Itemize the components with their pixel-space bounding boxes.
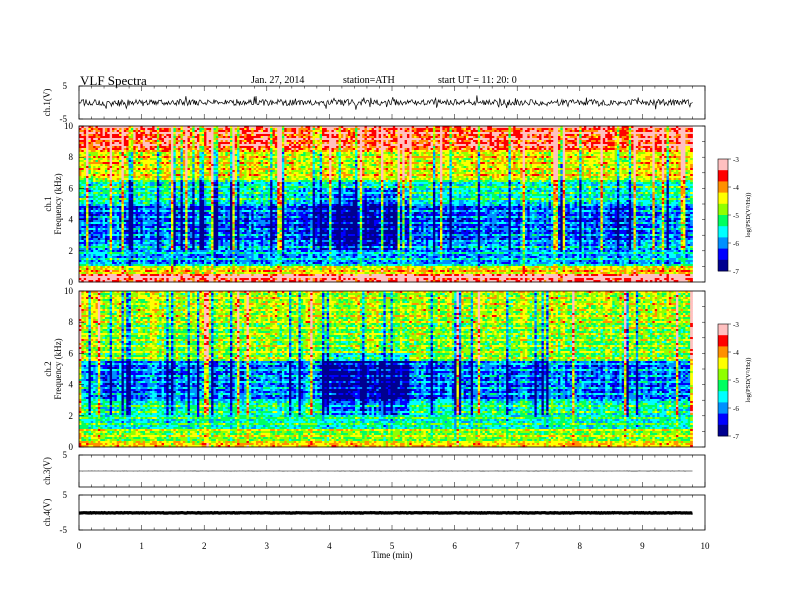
time-tick-label: 4 [327, 541, 332, 551]
ch4-waveform-ylabel: ch.4(V) [42, 499, 52, 527]
ch1-spectrogram-ytick-label: 8 [69, 152, 74, 162]
ch2-spectrogram-channel-label: ch.2 [43, 361, 53, 376]
ch2-spectrogram-ytick-label: 6 [69, 348, 74, 358]
ch1-spectrogram-colorbar: -3 -4 -5 -6 -7 log(PSD(V²/Hz)) [718, 156, 752, 276]
ch4-waveform-ytick-label: -5 [60, 525, 68, 535]
ch2-spectrogram-colorbar-tick-label: -3 [733, 321, 739, 329]
ch3-waveform-ytick-label: 5 [63, 450, 68, 460]
plot-svg: 5-5ch.1(V)0246810ch.1 Frequency (kHz)-3-4… [0, 0, 792, 612]
ch2-spectrogram-colorbar-tick-label: -6 [733, 405, 739, 413]
ch1-waveform-panel: 5-5ch.1(V) [42, 81, 705, 124]
ch1-spectrogram-colorbar-tick-label: -5 [733, 212, 739, 220]
ch2-spectrogram-colorbar-tick-label: -4 [733, 349, 739, 357]
ch1-spectrogram-colorbar-tick-label: -4 [733, 184, 739, 192]
ch4-waveform-signal [79, 513, 693, 514]
ch1-spectrogram-channel-label: ch.1 [43, 196, 53, 211]
vlf-figure: VLF Spectra Jan. 27, 2014 station=ATH st… [0, 0, 792, 612]
ch2-spectrogram-colorbar-tick-label: -5 [733, 377, 739, 385]
ch1-spectrogram-cells [79, 126, 693, 282]
ch1-spectrogram-ytick-label: 6 [69, 183, 74, 193]
ch2-spectrogram-panel: 0 2 4 6 8 10 ch.2 Frequency (kHz) -3 -4 -5 -6 -7 log(… [43, 286, 752, 452]
ch2-spectrogram-ytick-label: 10 [64, 286, 74, 296]
ch1-waveform-ytick-label: 5 [63, 81, 68, 91]
ch2-spectrogram-ylabel: Frequency (kHz) [53, 338, 63, 399]
ch1-spectrogram-colorbar-tick-label: -6 [733, 240, 739, 248]
ch1-spectrogram-colorbar-tick-label: -3 [733, 156, 739, 164]
ch2-spectrogram-cells [79, 291, 693, 447]
ch1-spectrogram-colorbar-tick-label: -7 [733, 268, 739, 276]
ch1-waveform-ylabel: ch.1(V) [42, 89, 52, 117]
ch1-spectrogram-ytick-label: 2 [69, 246, 74, 256]
time-tick-label: 6 [452, 541, 457, 551]
time-tick-label: 8 [578, 541, 583, 551]
ch2-spectrogram-ytick-label: 0 [69, 442, 74, 452]
time-tick-label: 7 [515, 541, 520, 551]
ch4-waveform-ytick-label: 5 [63, 490, 68, 500]
ch2-spectrogram-colorbar: -3 -4 -5 -6 -7 log(PSD(V²/Hz)) [718, 321, 752, 441]
ch1-spectrogram-ylabel: Frequency (kHz) [53, 173, 63, 234]
ch1-spectrogram-colorbar-label: log(PSD(V²/Hz)) [745, 193, 752, 238]
ch2-spectrogram-colorbar-tick-label: -7 [733, 433, 739, 441]
time-tick-label: 0 [77, 541, 82, 551]
ch4-waveform-panel: 5 -5 ch.4(V) [42, 490, 705, 535]
time-tick-label: 10 [701, 541, 711, 551]
time-tick-label: 1 [139, 541, 144, 551]
ch2-spectrogram-ytick-label: 4 [69, 380, 74, 390]
time-axis-label: Time (min) [372, 550, 413, 560]
ch2-spectrogram-ytick-label: 8 [69, 317, 74, 327]
ch2-spectrogram-ytick-label: 2 [69, 411, 74, 421]
ch1-spectrogram-ytick-label: 4 [69, 215, 74, 225]
ch2-spectrogram-colorbar-label: log(PSD(V²/Hz)) [745, 358, 752, 403]
ch3-waveform-panel: 5 ch.3(V) [42, 450, 705, 487]
time-tick-label: 9 [640, 541, 645, 551]
ch1-waveform-signal [79, 95, 693, 109]
time-tick-label: 3 [265, 541, 270, 551]
time-tick-label: 2 [202, 541, 207, 551]
ch3-waveform-ylabel: ch.3(V) [42, 457, 52, 485]
ch1-spectrogram-ytick-label: 10 [64, 121, 74, 131]
